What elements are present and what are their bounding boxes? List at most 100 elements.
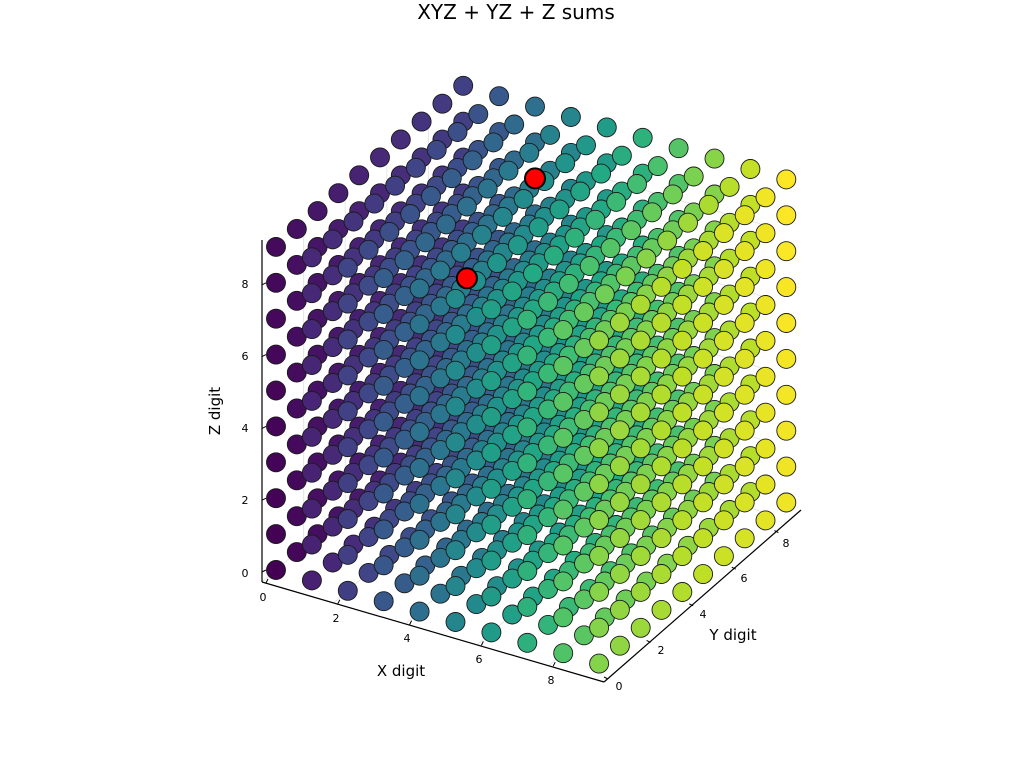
data-point — [615, 266, 636, 287]
data-point — [755, 366, 776, 387]
data-point — [755, 295, 776, 315]
data-point — [523, 263, 543, 284]
data-point — [585, 209, 606, 230]
data-point — [415, 232, 436, 253]
highlighted-solution-point — [455, 267, 478, 290]
z-tick — [261, 282, 267, 286]
data-point — [301, 390, 322, 411]
data-point — [445, 432, 466, 453]
data-point — [373, 591, 394, 612]
data-point — [517, 632, 538, 653]
data-point — [776, 492, 797, 513]
data-point — [621, 220, 642, 241]
data-point — [507, 235, 528, 256]
data-point — [481, 442, 502, 463]
data-point — [713, 474, 734, 495]
data-point — [483, 132, 504, 153]
data-point — [734, 312, 755, 333]
x-axis-label: X digit — [377, 662, 425, 680]
data-point — [589, 366, 610, 387]
data-point — [553, 499, 574, 520]
data-point — [630, 330, 651, 351]
data-point — [517, 309, 538, 330]
data-point — [349, 165, 370, 186]
data-point — [445, 612, 466, 632]
data-point — [734, 205, 755, 226]
axes — [261, 240, 802, 683]
data-point — [672, 582, 693, 602]
data-point — [630, 581, 651, 602]
y-tick-label: 8 — [783, 537, 790, 550]
z-tick — [261, 569, 267, 573]
data-point — [487, 253, 508, 274]
data-point — [651, 276, 672, 297]
data-point — [672, 510, 693, 531]
data-point — [456, 196, 477, 217]
x-tick — [337, 599, 341, 605]
data-point — [453, 75, 474, 96]
tick-marks — [261, 282, 779, 680]
data-point — [672, 546, 693, 567]
data-point — [693, 456, 714, 477]
data-point — [693, 312, 714, 333]
data-point — [385, 175, 406, 196]
data-point — [776, 169, 797, 190]
data-point — [517, 525, 538, 546]
data-point — [409, 565, 430, 586]
data-point — [445, 396, 466, 417]
x-tick — [265, 578, 269, 584]
data-point — [301, 426, 322, 447]
data-point — [301, 570, 322, 591]
data-point — [693, 564, 714, 585]
data-point — [755, 259, 776, 280]
data-point — [600, 238, 621, 259]
data-point — [337, 509, 358, 529]
data-point — [558, 273, 579, 294]
data-point — [606, 191, 627, 212]
y-tick — [688, 603, 694, 607]
data-point — [286, 219, 307, 239]
data-point — [574, 302, 594, 323]
data-point — [553, 535, 574, 556]
data-point — [672, 438, 693, 459]
data-point — [390, 129, 411, 150]
data-point — [498, 160, 519, 181]
data-point — [589, 402, 610, 423]
x-tick-label: 8 — [548, 674, 555, 687]
data-point — [672, 330, 693, 351]
data-point — [519, 142, 540, 163]
data-point — [504, 114, 525, 135]
z-axis-label: Z digit — [206, 387, 224, 435]
data-point — [630, 438, 651, 459]
data-point — [713, 438, 734, 459]
data-point — [776, 348, 797, 369]
data-point — [409, 529, 430, 550]
data-point — [445, 468, 466, 489]
data-point — [462, 150, 483, 171]
data-point — [713, 223, 734, 244]
data-point — [755, 474, 776, 495]
data-point — [627, 174, 647, 194]
data-point — [517, 417, 538, 438]
data-point — [492, 206, 513, 227]
data-point — [713, 366, 734, 387]
data-point — [517, 345, 538, 366]
data-point — [513, 189, 534, 209]
data-point — [755, 402, 776, 423]
data-point — [517, 561, 538, 581]
data-point — [755, 223, 776, 244]
data-point — [672, 258, 693, 279]
data-point — [713, 402, 734, 423]
data-point — [549, 199, 570, 220]
data-point — [651, 348, 672, 369]
data-point — [651, 312, 672, 333]
data-point — [301, 498, 322, 519]
data-point — [426, 139, 447, 160]
data-point — [409, 422, 430, 443]
data-point — [322, 229, 343, 250]
data-point — [734, 348, 755, 369]
data-point — [734, 492, 755, 513]
data-point — [553, 571, 574, 592]
data-point — [266, 344, 286, 365]
data-point — [755, 330, 776, 351]
